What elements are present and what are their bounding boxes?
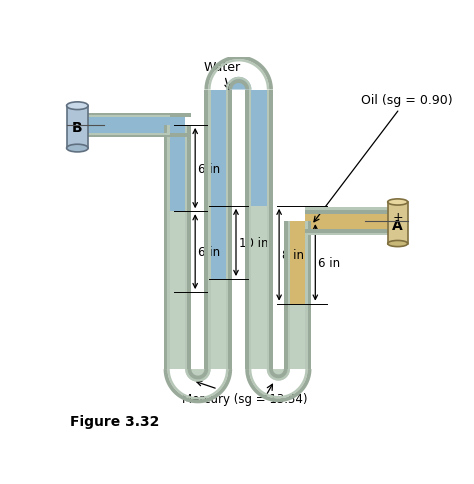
Polygon shape: [251, 91, 267, 206]
Polygon shape: [170, 126, 185, 212]
Polygon shape: [305, 233, 395, 236]
Ellipse shape: [388, 199, 408, 206]
Text: Mercury (sg = 13.54): Mercury (sg = 13.54): [182, 381, 308, 405]
Polygon shape: [249, 369, 308, 398]
Polygon shape: [83, 134, 170, 136]
Polygon shape: [210, 279, 226, 369]
Polygon shape: [267, 91, 269, 369]
Polygon shape: [83, 116, 170, 118]
Polygon shape: [185, 369, 210, 382]
Polygon shape: [164, 126, 167, 369]
Polygon shape: [305, 229, 395, 233]
Polygon shape: [188, 126, 191, 369]
Polygon shape: [188, 369, 208, 379]
Polygon shape: [226, 91, 228, 369]
Polygon shape: [210, 91, 226, 279]
Polygon shape: [83, 118, 170, 134]
Polygon shape: [167, 369, 228, 400]
Polygon shape: [245, 369, 311, 402]
Polygon shape: [267, 369, 290, 381]
Polygon shape: [83, 134, 191, 137]
Polygon shape: [185, 369, 210, 382]
Polygon shape: [204, 91, 208, 369]
Polygon shape: [251, 91, 267, 369]
Polygon shape: [208, 91, 210, 369]
Polygon shape: [170, 126, 185, 369]
Polygon shape: [185, 126, 188, 369]
Text: 10 in: 10 in: [239, 236, 269, 249]
Polygon shape: [204, 56, 273, 91]
Polygon shape: [288, 222, 290, 369]
Polygon shape: [305, 214, 395, 229]
Text: A: A: [392, 219, 403, 233]
Polygon shape: [228, 91, 232, 369]
Polygon shape: [305, 210, 395, 214]
Text: Water: Water: [203, 61, 241, 90]
Polygon shape: [388, 202, 408, 244]
Polygon shape: [226, 77, 251, 91]
Ellipse shape: [66, 145, 88, 152]
Polygon shape: [170, 118, 185, 134]
Polygon shape: [267, 369, 290, 381]
Text: B: B: [72, 121, 82, 135]
Polygon shape: [269, 91, 273, 369]
Polygon shape: [251, 206, 267, 369]
Polygon shape: [170, 212, 185, 369]
Polygon shape: [305, 222, 308, 369]
Polygon shape: [249, 91, 251, 369]
Polygon shape: [164, 369, 232, 404]
Text: 6 in: 6 in: [198, 245, 220, 258]
Polygon shape: [208, 60, 269, 91]
Polygon shape: [290, 222, 305, 369]
Polygon shape: [167, 126, 170, 369]
Polygon shape: [290, 304, 305, 369]
Text: Oil (sg = 0.90): Oil (sg = 0.90): [314, 94, 452, 222]
Polygon shape: [305, 208, 395, 210]
Text: 8 in: 8 in: [282, 249, 304, 262]
Text: 6 in: 6 in: [198, 162, 220, 175]
Polygon shape: [210, 91, 226, 369]
Polygon shape: [66, 106, 88, 149]
Text: 6 in: 6 in: [319, 257, 340, 270]
Text: Figure 3.32: Figure 3.32: [70, 415, 159, 428]
Polygon shape: [226, 77, 251, 91]
Text: +: +: [392, 211, 403, 224]
Polygon shape: [83, 114, 191, 118]
Polygon shape: [269, 369, 288, 378]
Ellipse shape: [388, 241, 408, 247]
Polygon shape: [284, 222, 288, 369]
Polygon shape: [308, 222, 311, 369]
Polygon shape: [290, 222, 305, 304]
Polygon shape: [245, 91, 249, 369]
Ellipse shape: [66, 103, 88, 110]
Polygon shape: [228, 80, 249, 91]
